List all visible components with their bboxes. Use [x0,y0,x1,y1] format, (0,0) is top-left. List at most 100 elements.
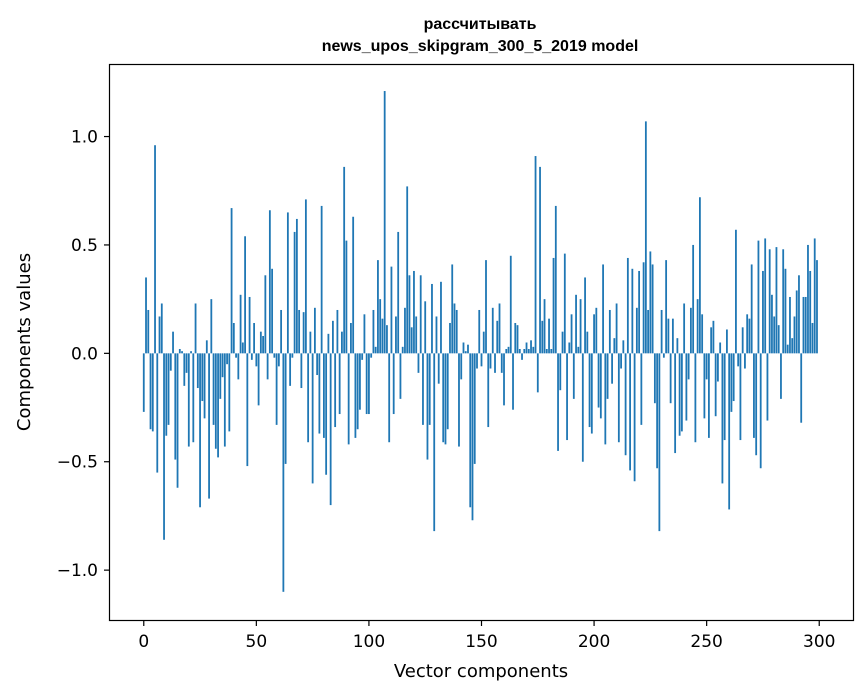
bar [271,268,274,354]
bar [316,353,319,376]
bar [214,353,217,449]
bar [579,299,582,354]
bar [744,353,746,369]
bar [626,257,629,354]
bar [388,353,391,443]
bar [163,353,165,540]
bar [167,353,170,425]
bar [545,349,548,354]
bar [692,244,695,354]
bar [404,307,406,354]
bar [719,342,722,354]
bar [239,294,242,354]
bar [651,264,654,354]
bar [476,353,478,369]
bar [464,351,467,354]
bar [712,320,715,354]
bar [638,270,641,354]
bar [142,353,145,412]
bar [192,353,195,443]
bar [246,353,249,467]
bar [426,353,429,460]
bar [262,336,264,354]
bar [527,349,530,354]
bar [356,353,359,430]
bar [196,353,199,389]
bar [572,353,575,399]
bar [653,353,656,404]
bar [507,346,510,354]
bar [671,318,674,354]
bar [597,353,600,408]
bar [606,353,609,399]
bar [401,346,404,354]
bar [518,349,521,354]
bar [759,353,762,469]
bar [660,309,663,354]
bar [286,212,289,354]
bar [374,346,377,354]
bar [521,353,523,360]
x-tick-label: 50 [246,632,268,652]
bar [165,353,168,436]
bar [187,353,190,447]
bar [694,353,697,443]
bar [309,331,312,354]
bar [548,318,550,354]
bar [350,322,352,354]
bar [300,353,303,389]
bar [381,318,384,354]
bar [291,353,294,358]
bar [732,353,735,402]
bar [705,353,708,380]
y-tick-label: 0.0 [71,344,98,364]
bar [500,353,503,373]
bar [784,268,787,354]
bar [212,353,215,425]
bar [563,253,566,354]
x-tick-label: 0 [138,632,149,652]
bar [370,353,373,358]
bar [480,353,483,367]
bar [757,240,760,354]
bar [800,353,803,423]
bar [793,316,796,354]
bar [509,255,512,354]
bar [255,353,258,367]
chart-subtitle: news_upos_skipgram_300_5_2019 model [322,38,639,55]
bar [586,331,589,354]
bar [816,260,818,354]
bar [726,329,728,354]
bar [413,270,415,354]
bar [482,331,485,354]
bar [217,353,219,458]
bar [807,244,809,354]
bar [512,353,514,410]
bar [325,353,328,475]
bar [534,156,537,354]
bar [471,353,474,521]
bar [390,266,393,354]
bar [431,283,433,354]
bar [804,296,807,354]
bar [203,353,206,419]
bar [293,231,296,354]
bar [248,296,251,354]
bar [451,264,454,354]
bar [444,353,447,445]
bar [536,353,539,393]
bar [406,186,409,354]
bar [228,353,231,432]
bar [588,353,591,428]
bar [219,353,222,399]
bar [160,303,163,354]
bar [363,314,366,354]
bar [194,303,197,354]
bar [644,121,647,354]
bar [710,327,713,354]
bar [795,290,798,354]
bar [615,303,618,354]
bar [701,314,704,354]
bar [771,294,773,354]
